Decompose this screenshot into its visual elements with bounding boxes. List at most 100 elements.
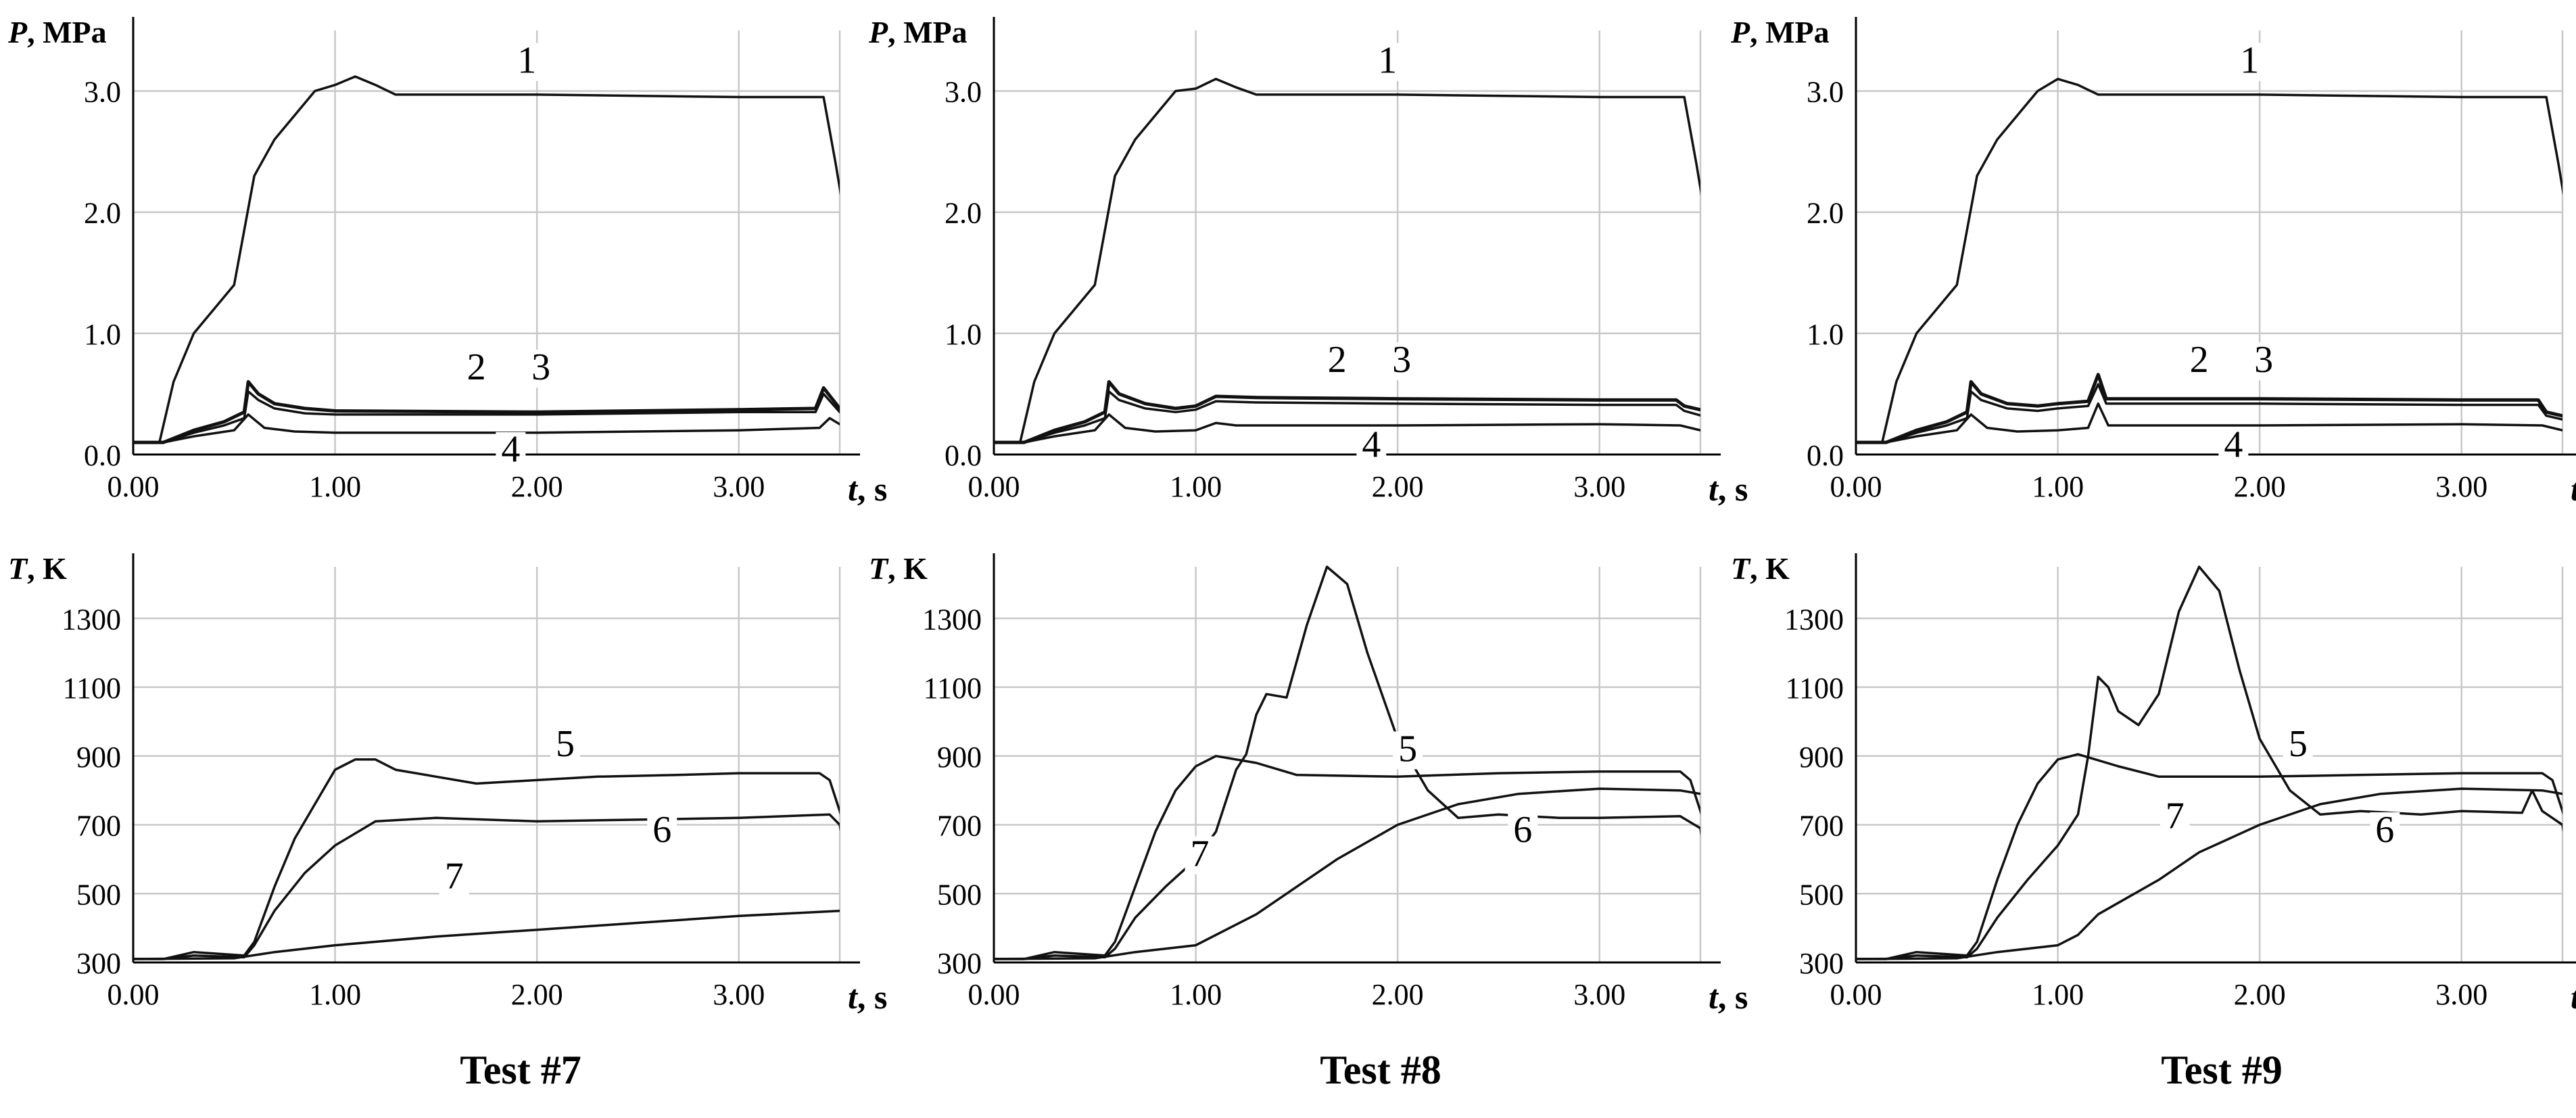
panel-4-ylabel-var: T bbox=[8, 551, 28, 586]
panel-1-xtick-label: 1.00 bbox=[309, 470, 361, 503]
panel-2-ytick-label: 2.0 bbox=[945, 197, 982, 230]
panel-2-series-label-bg bbox=[1373, 43, 1403, 81]
panel-4-series-7-line bbox=[133, 909, 840, 960]
panel-1-series-label-3: 3 bbox=[531, 346, 550, 388]
panel-6-series-6-line bbox=[1856, 565, 2562, 960]
panel-4-series-label-bg bbox=[439, 858, 469, 897]
panel-3-series-label-2: 2 bbox=[2190, 339, 2209, 381]
panel-3-ylabel: P, MPa bbox=[1730, 15, 1830, 49]
panel-3-ytick-label: 0.0 bbox=[1807, 439, 1844, 472]
panel-2-series-label-3: 3 bbox=[1392, 339, 1411, 381]
panel-1-xlabel: t, s bbox=[848, 470, 887, 508]
panel-1-series-1-line bbox=[133, 75, 840, 444]
panel-2-ylabel-var: P bbox=[868, 15, 888, 49]
panel-5-xtick-label: 1.00 bbox=[1170, 978, 1222, 1011]
panel-3: 0.0 1.0 2.0 3.0 0.00 1.00 2.00 3.00 P, MPa t, s 1 2… bbox=[1730, 15, 2576, 508]
panel-2-xtick-label: 3.00 bbox=[1573, 470, 1625, 503]
panel-2-xtick-label: 2.00 bbox=[1372, 470, 1424, 503]
panel-1-ylabel-var: P bbox=[7, 15, 28, 49]
test-8-title: Test #8 bbox=[1320, 1048, 1441, 1092]
panel-3-series-label-1: 1 bbox=[2240, 40, 2259, 82]
panel-6-series-5-line bbox=[1856, 753, 2562, 960]
test-9-title: Test #9 bbox=[2161, 1048, 2283, 1092]
panel-5-series-label-6: 6 bbox=[1513, 809, 1532, 851]
panel-3-xtick-label: 1.00 bbox=[2032, 470, 2084, 503]
panel-3-series-2-line bbox=[1856, 373, 2562, 444]
panel-4-series-label-6: 6 bbox=[652, 809, 671, 851]
panel-5-xtick-label: 2.00 bbox=[1372, 978, 1424, 1011]
panel-6-ytick-label: 900 bbox=[1799, 741, 1844, 774]
panel-5-ytick-label: 900 bbox=[937, 741, 982, 774]
panel-5-xtick-label: 0.00 bbox=[968, 978, 1020, 1011]
panel-4-xlabel: t, s bbox=[848, 978, 887, 1016]
panel-4-ytick-label: 900 bbox=[76, 741, 121, 774]
panel-5-series-6-line bbox=[994, 565, 1700, 960]
panel-4-series-6-line bbox=[133, 813, 840, 960]
panel-5-ytick-label: 500 bbox=[937, 878, 982, 911]
panel-1-series-group bbox=[133, 75, 840, 444]
panel-5-series-5-line bbox=[994, 755, 1700, 960]
panel-2-series-label-1: 1 bbox=[1378, 40, 1397, 82]
panel-3-series-label-bg bbox=[2218, 427, 2249, 465]
panel-5-ytick-label: 1100 bbox=[924, 672, 982, 705]
panel-2-ytick-label: 3.0 bbox=[945, 76, 982, 109]
panel-2-xtick-label: 1.00 bbox=[1170, 470, 1222, 503]
panel-3-series-label-bg bbox=[2184, 342, 2214, 381]
panel-2-xlabel-unit: , s bbox=[1718, 470, 1748, 508]
panel-4-ytick-label: 500 bbox=[76, 878, 121, 911]
panel-4-ytick-label: 300 bbox=[76, 947, 121, 980]
panel-1-series-4-line bbox=[133, 413, 840, 444]
panel-3-series-label-3: 3 bbox=[2254, 339, 2273, 381]
panel-6-series-label-bg bbox=[2370, 812, 2400, 850]
panel-6-xtick-label: 3.00 bbox=[2435, 978, 2487, 1011]
panel-2-xlabel-var: t bbox=[1709, 470, 1719, 508]
panel-1-series-3-line bbox=[133, 390, 840, 444]
panel-5-series-7-line bbox=[994, 787, 1700, 960]
panel-5-ytick-label: 700 bbox=[937, 810, 982, 843]
panel-1-xtick-label: 3.00 bbox=[713, 470, 765, 503]
panel-6-series-label-7: 7 bbox=[2166, 795, 2185, 837]
panel-1-xtick-label: 0.00 bbox=[108, 470, 160, 503]
panel-3-series-group bbox=[1856, 77, 2562, 444]
panel-6-xtick-label: 1.00 bbox=[2032, 978, 2084, 1011]
panel-5-series-label-bg bbox=[1185, 836, 1215, 875]
panel-4-xtick-label: 0.00 bbox=[108, 978, 160, 1011]
panel-4-series-label-bg bbox=[647, 812, 677, 850]
panel-1-series-label-4: 4 bbox=[501, 429, 520, 471]
panel-2-ylabel-unit: , MPa bbox=[888, 15, 968, 49]
panel-3-ylabel-unit: , MPa bbox=[1750, 15, 1830, 49]
panel-1-series-label-1: 1 bbox=[517, 40, 536, 82]
panel-4-series-group bbox=[133, 758, 840, 960]
panel-5-ytick-label: 300 bbox=[937, 947, 982, 980]
panel-2-xtick-label: 0.00 bbox=[968, 470, 1020, 503]
panel-4-series-label-7: 7 bbox=[445, 856, 464, 898]
panel-2-ytick-label: 1.0 bbox=[945, 318, 982, 351]
panel-3-series-4-line bbox=[1856, 402, 2562, 444]
panel-4-xlabel-unit: , s bbox=[857, 978, 887, 1016]
panel-3-ytick-label: 2.0 bbox=[1807, 197, 1844, 230]
panel-4-ylabel: T, K bbox=[8, 551, 67, 586]
panel-4-ylabel-unit: , K bbox=[27, 551, 67, 586]
panel-5-xtick-label: 3.00 bbox=[1573, 978, 1625, 1011]
panel-5-series-label-7: 7 bbox=[1191, 833, 1210, 875]
panel-6-ylabel-unit: , K bbox=[1750, 551, 1790, 586]
panel-6-series-label-bg bbox=[2283, 726, 2313, 764]
panel-1-xlabel-var: t bbox=[848, 470, 859, 508]
panel-1-ytick-label: 3.0 bbox=[84, 76, 121, 109]
panel-6-ytick-label: 700 bbox=[1799, 810, 1844, 843]
panel-1-series-label-bg bbox=[496, 432, 526, 470]
panel-5-xlabel-var: t bbox=[1709, 978, 1719, 1016]
panel-6-ytick-label: 500 bbox=[1799, 878, 1844, 911]
panel-6-series-label-5: 5 bbox=[2289, 723, 2308, 765]
panel-1-ylabel-unit: , MPa bbox=[27, 15, 107, 49]
panel-3-ytick-label: 1.0 bbox=[1807, 318, 1844, 351]
panel-2-series-4-line bbox=[994, 413, 1700, 444]
panel-5-ylabel: T, K bbox=[869, 551, 928, 586]
panel-1-series-2-line bbox=[133, 380, 840, 444]
panel-6-series-7-line bbox=[1856, 787, 2562, 960]
panel-6-xlabel: t, s bbox=[2571, 978, 2576, 1016]
